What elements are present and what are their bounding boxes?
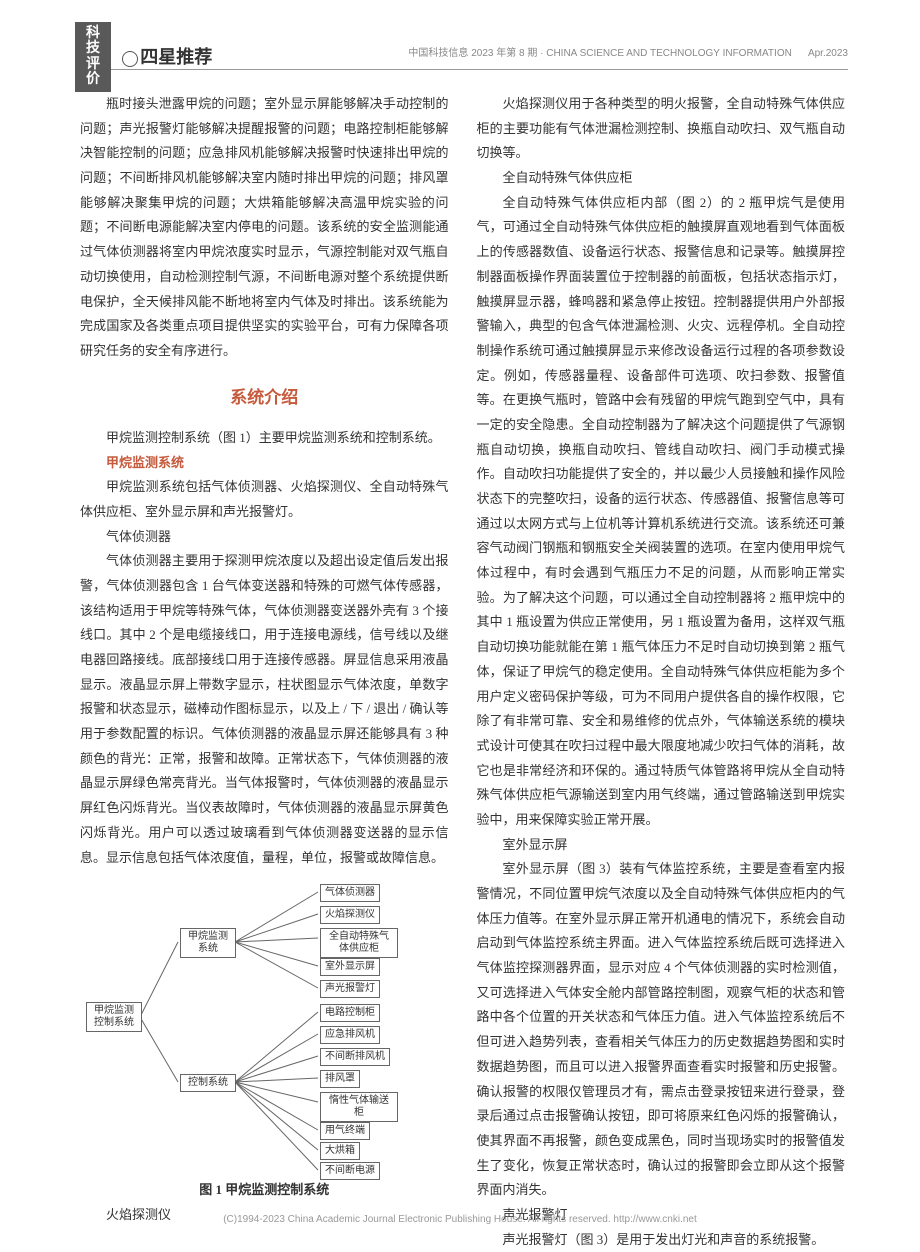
leaf-bot-0: 电路控制柜 bbox=[320, 1004, 380, 1022]
journal-name: 中国科技信息 2023 年第 8 期 · CHINA SCIENCE AND T… bbox=[408, 48, 791, 59]
journal-date: Apr.2023 bbox=[808, 48, 848, 59]
page-header: 科技 评价 四星推荐 中国科技信息 2023 年第 8 期 · CHINA SC… bbox=[75, 22, 848, 70]
leaf-bot-1: 应急排风机 bbox=[320, 1026, 380, 1044]
leaf-bot-3: 排风罩 bbox=[320, 1070, 360, 1088]
figure-1-wrapper: 甲烷监测控制系统 甲烷监测系统 控制系统 气体侦测器 火焰探测仪 全自动特殊气体… bbox=[80, 882, 449, 1203]
badge-text-1: 科技 bbox=[86, 26, 100, 56]
footer-copyright: (C)1994-2023 China Academic Journal Elec… bbox=[0, 1210, 920, 1229]
para-r4: 声光报警灯（图 3）是用于发出灯光和声音的系统报警。 bbox=[477, 1228, 846, 1252]
category-badge: 科技 评价 bbox=[75, 22, 111, 92]
badge-text-2: 评价 bbox=[86, 57, 100, 87]
tree-root: 甲烷监测控制系统 bbox=[86, 1002, 142, 1032]
para-2: 甲烷监测控制系统（图 1）主要甲烷监测系统和控制系统。 bbox=[80, 426, 449, 451]
journal-info: 中国科技信息 2023 年第 8 期 · CHINA SCIENCE AND T… bbox=[408, 44, 848, 63]
article-content: 瓶时接头泄露甲烷的问题；室外显示屏能够解决手动控制的问题；声光报警灯能够解决提醒… bbox=[80, 92, 845, 1189]
leaf-top-2: 全自动特殊气体供应柜 bbox=[320, 928, 398, 958]
section-title: 系统介绍 bbox=[80, 382, 449, 414]
leaf-bot-6: 大烘箱 bbox=[320, 1142, 360, 1160]
subsub-cabinet: 全自动特殊气体供应柜 bbox=[477, 166, 846, 191]
leaf-bot-2: 不间断排风机 bbox=[320, 1048, 390, 1066]
leaf-top-1: 火焰探测仪 bbox=[320, 906, 380, 924]
para-r1: 火焰探测仪用于各种类型的明火报警，全自动特殊气体供应柜的主要功能有气体泄漏检测控… bbox=[477, 92, 846, 166]
para-r3: 室外显示屏（图 3）装有气体监控系统，主要是查看室内报警情况，不同位置甲烷气浓度… bbox=[477, 857, 846, 1203]
tree-mid1: 甲烷监测系统 bbox=[180, 928, 236, 958]
para-3: 甲烷监测系统包括气体侦测器、火焰探测仪、全自动特殊气体供应柜、室外显示屏和声光报… bbox=[80, 475, 449, 524]
circle-icon bbox=[122, 51, 138, 67]
leaf-top-3: 室外显示屏 bbox=[320, 958, 380, 976]
leaf-top-0: 气体侦测器 bbox=[320, 884, 380, 902]
para-4: 气体侦测器主要用于探测甲烷浓度以及超出设定值后发出报警，气体侦测器包含 1 台气… bbox=[80, 549, 449, 870]
leaf-top-4: 声光报警灯 bbox=[320, 980, 380, 998]
tree-mid2: 控制系统 bbox=[180, 1074, 236, 1092]
para-r2: 全自动特殊气体供应柜内部（图 2）的 2 瓶甲烷气是使用气，可通过全自动特殊气体… bbox=[477, 191, 846, 833]
leaf-bot-4: 惰性气体输送柜 bbox=[320, 1092, 398, 1122]
para-intro: 瓶时接头泄露甲烷的问题；室外显示屏能够解决手动控制的问题；声光报警灯能够解决提醒… bbox=[80, 92, 449, 364]
figure-1: 甲烷监测控制系统 甲烷监测系统 控制系统 气体侦测器 火焰探测仪 全自动特殊气体… bbox=[80, 882, 449, 1172]
subsub-detector: 气体侦测器 bbox=[80, 525, 449, 550]
leaf-bot-7: 不间断电源 bbox=[320, 1162, 380, 1180]
figure-1-caption: 图 1 甲烷监测控制系统 bbox=[80, 1178, 449, 1203]
subsub-display: 室外显示屏 bbox=[477, 833, 846, 858]
subheading-monitoring: 甲烷监测系统 bbox=[80, 451, 449, 476]
rec-text: 四星推荐 bbox=[140, 47, 212, 67]
recommendation-label: 四星推荐 bbox=[122, 40, 212, 74]
leaf-bot-5: 用气终端 bbox=[320, 1122, 370, 1140]
